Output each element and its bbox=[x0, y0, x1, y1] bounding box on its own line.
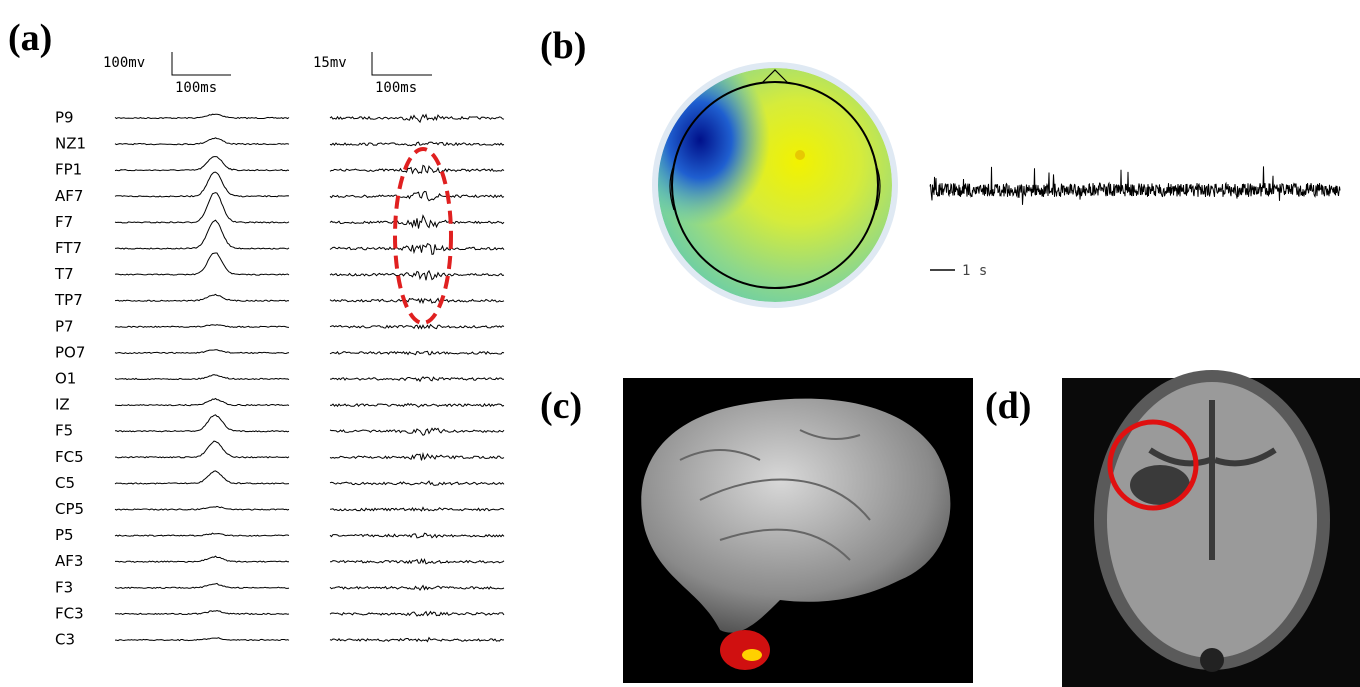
filtered-trace bbox=[330, 404, 504, 408]
eeg-trace bbox=[115, 506, 289, 510]
filtered-trace bbox=[330, 612, 504, 616]
panel-label: (b) bbox=[540, 25, 586, 67]
filtered-trace bbox=[330, 559, 504, 564]
eeg-trace bbox=[115, 253, 289, 275]
eeg-trace bbox=[115, 611, 289, 615]
filtered-trace bbox=[330, 299, 504, 304]
channel-label: FP1 bbox=[55, 161, 82, 179]
channel-label: C3 bbox=[55, 631, 75, 649]
channel-label: IZ bbox=[55, 396, 70, 414]
filtered-trace bbox=[330, 638, 504, 642]
channel-label: AF3 bbox=[55, 552, 83, 570]
eeg-trace bbox=[115, 583, 289, 588]
scale-bar bbox=[372, 52, 432, 75]
channel-label: T7 bbox=[54, 265, 74, 283]
scale-time: 100ms bbox=[175, 80, 217, 96]
scale-bar bbox=[172, 52, 231, 75]
channel-label: FC3 bbox=[55, 604, 84, 622]
channel-label: FT7 bbox=[55, 239, 82, 257]
eeg-trace bbox=[115, 325, 289, 328]
eeg-trace bbox=[115, 114, 289, 118]
filtered-trace bbox=[330, 454, 504, 461]
scale-amplitude: 100mv bbox=[103, 55, 145, 71]
channel-label: TP7 bbox=[54, 291, 83, 309]
filtered-trace bbox=[330, 115, 504, 122]
filtered-trace bbox=[330, 377, 504, 381]
filtered-trace bbox=[330, 325, 504, 329]
channel-label: PO7 bbox=[55, 343, 85, 361]
mri-brainstem bbox=[1200, 648, 1224, 672]
eeg-trace bbox=[115, 294, 289, 301]
channel-label: F5 bbox=[55, 422, 73, 440]
channel-label: O1 bbox=[55, 370, 76, 388]
eeg-trace bbox=[115, 556, 289, 562]
scale-amplitude: 15mv bbox=[313, 55, 347, 71]
eeg-trace bbox=[115, 533, 289, 536]
filtered-trace bbox=[330, 271, 504, 280]
filtered-trace bbox=[330, 216, 504, 229]
channel-label: FC5 bbox=[55, 448, 84, 466]
channel-label: P9 bbox=[55, 109, 74, 127]
filtered-trace bbox=[330, 351, 504, 354]
channel-label: C5 bbox=[55, 474, 75, 492]
scale-time: 100ms bbox=[375, 80, 417, 96]
eeg-traces: P9 NZ1 FP1 AF7 F7 FT7 T7 TP7 P7 PO7 O1 IZ F5 FC5 C5 CP5… bbox=[54, 109, 504, 649]
scale-time: 1 s bbox=[962, 263, 987, 279]
filtered-trace bbox=[330, 586, 504, 591]
channel-label: AF7 bbox=[55, 187, 83, 205]
figure: (a) 100mv 100ms 15mv 100ms P9 NZ1 FP1 AF7 F7… bbox=[0, 0, 1360, 687]
eeg-signal bbox=[930, 166, 1340, 204]
panel-label: (c) bbox=[540, 385, 582, 427]
filtered-trace bbox=[330, 428, 504, 435]
source-activation bbox=[720, 630, 770, 670]
eeg-trace bbox=[115, 193, 289, 223]
eeg-trace bbox=[115, 138, 289, 145]
filtered-trace bbox=[330, 142, 504, 146]
panel-label: (d) bbox=[985, 385, 1031, 427]
channel-label: F3 bbox=[55, 578, 73, 596]
eeg-trace bbox=[115, 375, 289, 380]
filtered-trace bbox=[330, 533, 504, 538]
channel-label: CP5 bbox=[55, 500, 84, 518]
eeg-trace bbox=[115, 220, 289, 249]
eeg-trace bbox=[115, 638, 289, 641]
channel-label: NZ1 bbox=[55, 135, 86, 153]
eeg-trace bbox=[115, 415, 289, 432]
eeg-trace bbox=[115, 441, 289, 458]
eeg-trace bbox=[115, 350, 289, 354]
filtered-trace bbox=[330, 481, 504, 485]
eeg-trace bbox=[115, 399, 289, 406]
channel-label: P7 bbox=[55, 317, 74, 335]
eeg-trace bbox=[115, 157, 289, 171]
source-peak bbox=[742, 649, 762, 661]
filtered-trace bbox=[330, 165, 504, 173]
filtered-trace bbox=[330, 191, 504, 200]
filtered-trace bbox=[330, 507, 504, 511]
panel-label: (a) bbox=[8, 17, 52, 59]
eeg-trace bbox=[115, 172, 289, 197]
highlight-ellipse bbox=[395, 149, 451, 323]
channel-label: F7 bbox=[55, 213, 73, 231]
filtered-trace bbox=[330, 244, 504, 255]
eeg-trace bbox=[115, 471, 289, 484]
channel-label: P5 bbox=[55, 526, 74, 544]
